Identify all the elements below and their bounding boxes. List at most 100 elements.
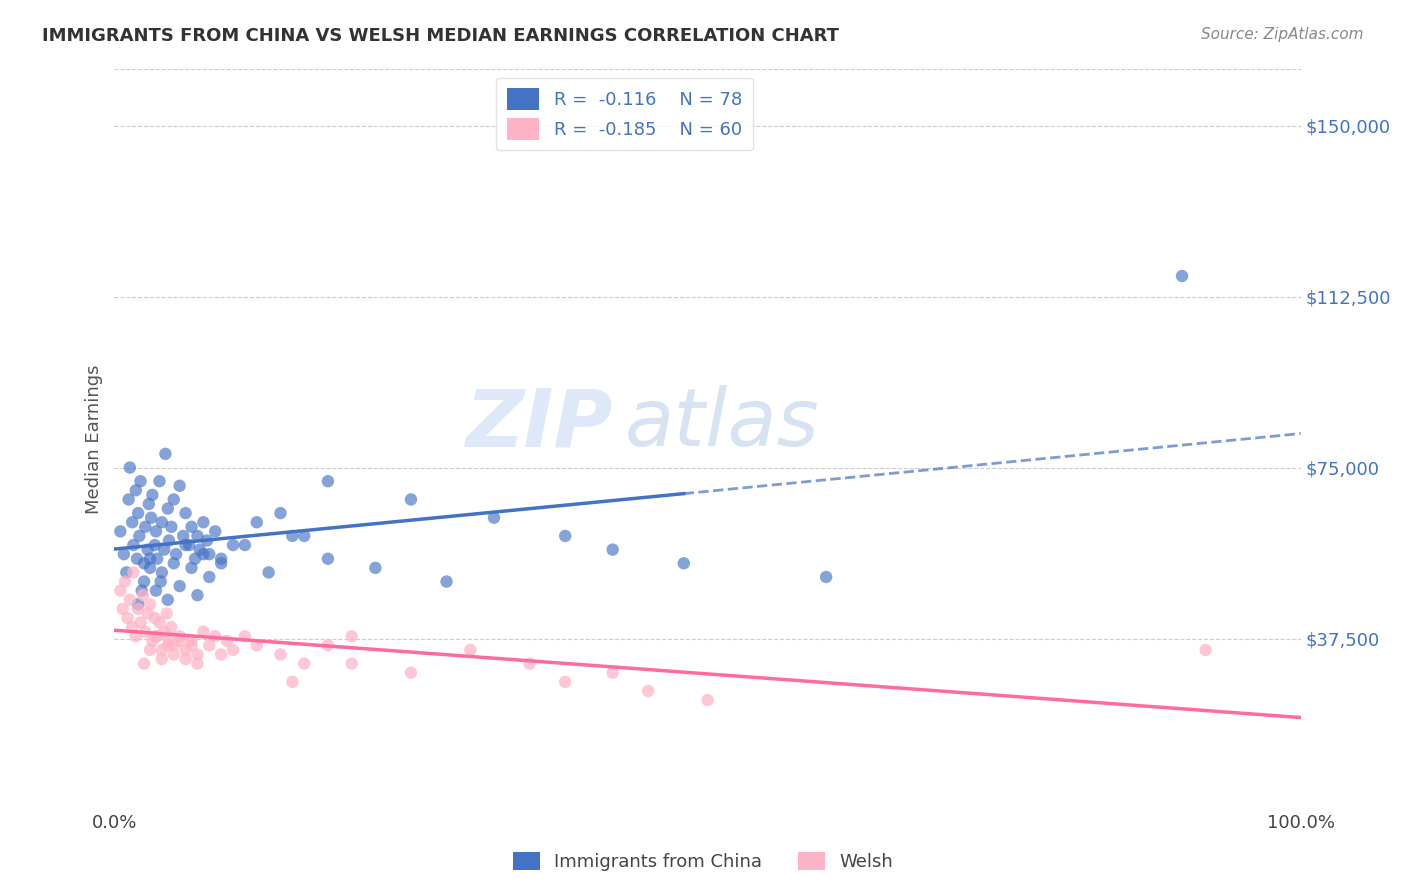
Point	[139, 561, 162, 575]
Point	[157, 633, 180, 648]
Point	[257, 566, 280, 580]
Point	[145, 583, 167, 598]
Point	[163, 492, 186, 507]
Point	[281, 529, 304, 543]
Point	[139, 643, 162, 657]
Point	[554, 529, 576, 543]
Point	[174, 643, 197, 657]
Point	[186, 588, 208, 602]
Point	[204, 629, 226, 643]
Point	[117, 611, 139, 625]
Point	[132, 556, 155, 570]
Point	[160, 620, 183, 634]
Point	[193, 515, 215, 529]
Point	[134, 520, 156, 534]
Point	[141, 633, 163, 648]
Text: Source: ZipAtlas.com: Source: ZipAtlas.com	[1201, 27, 1364, 42]
Point	[186, 529, 208, 543]
Point	[180, 561, 202, 575]
Point	[132, 574, 155, 589]
Point	[141, 510, 163, 524]
Point	[519, 657, 541, 671]
Point	[163, 556, 186, 570]
Point	[1195, 643, 1218, 657]
Point	[155, 447, 177, 461]
Point	[554, 674, 576, 689]
Point	[127, 598, 149, 612]
Point	[222, 538, 245, 552]
Point	[637, 684, 659, 698]
Point	[174, 652, 197, 666]
Point	[316, 551, 339, 566]
Point	[153, 542, 176, 557]
Point	[118, 592, 141, 607]
Point	[121, 620, 143, 634]
Point	[150, 566, 173, 580]
Point	[672, 556, 695, 570]
Point	[139, 598, 162, 612]
Point	[155, 607, 177, 621]
Point	[132, 588, 155, 602]
Point	[157, 533, 180, 548]
Point	[118, 460, 141, 475]
Point	[292, 529, 315, 543]
Point	[149, 574, 172, 589]
Point	[174, 538, 197, 552]
Point	[222, 643, 245, 657]
Point	[145, 629, 167, 643]
Point	[138, 497, 160, 511]
Point	[156, 592, 179, 607]
Point	[198, 639, 221, 653]
Point	[150, 643, 173, 657]
Point	[145, 524, 167, 539]
Point	[129, 615, 152, 630]
Point	[110, 583, 132, 598]
Point	[127, 506, 149, 520]
Point	[340, 629, 363, 643]
Point	[180, 639, 202, 653]
Point	[163, 648, 186, 662]
Point	[204, 524, 226, 539]
Point	[139, 551, 162, 566]
Point	[602, 665, 624, 680]
Point	[163, 639, 186, 653]
Point	[122, 566, 145, 580]
Point	[148, 615, 170, 630]
Point	[180, 520, 202, 534]
Point	[111, 602, 134, 616]
Point	[233, 538, 256, 552]
Point	[217, 633, 239, 648]
Point	[316, 639, 339, 653]
Point	[179, 538, 201, 552]
Point	[269, 648, 291, 662]
Point	[114, 574, 136, 589]
Point	[209, 551, 232, 566]
Point	[136, 607, 159, 621]
Point	[458, 643, 481, 657]
Point	[169, 629, 191, 643]
Text: ZIP: ZIP	[465, 385, 613, 463]
Point	[209, 556, 232, 570]
Point	[184, 551, 207, 566]
Point	[125, 483, 148, 498]
Point	[399, 665, 422, 680]
Point	[141, 488, 163, 502]
Point	[131, 583, 153, 598]
Point	[153, 624, 176, 639]
Point	[169, 633, 191, 648]
Point	[112, 547, 135, 561]
Point	[125, 629, 148, 643]
Point	[117, 492, 139, 507]
Point	[198, 570, 221, 584]
Point	[172, 529, 194, 543]
Point	[316, 474, 339, 488]
Point	[121, 515, 143, 529]
Point	[399, 492, 422, 507]
Point	[127, 602, 149, 616]
Point	[269, 506, 291, 520]
Point	[128, 529, 150, 543]
Point	[160, 520, 183, 534]
Point	[195, 533, 218, 548]
Point	[815, 570, 838, 584]
Point	[143, 611, 166, 625]
